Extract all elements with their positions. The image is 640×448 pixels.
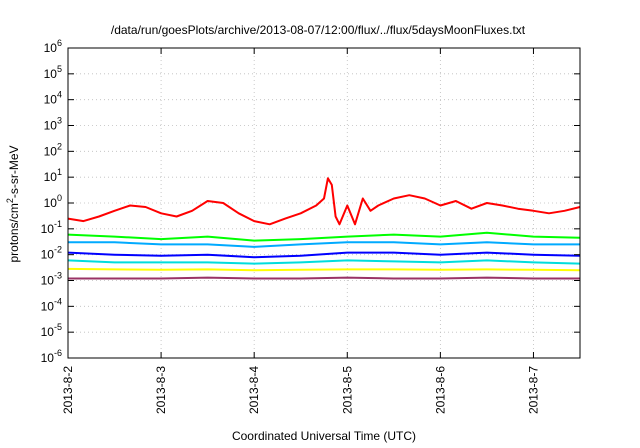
y-tick-label: 100 [44, 193, 62, 210]
y-tick-base: 10 [44, 144, 58, 158]
y-tick-label: 10-3 [41, 271, 62, 288]
y-tick-label: 10-5 [41, 322, 62, 339]
y-tick-label: 102 [44, 141, 62, 158]
y-tick-label: 10-6 [41, 348, 62, 365]
y-tick-exp: -3 [54, 271, 62, 281]
x-tick-label: 2013-8-5 [340, 366, 354, 414]
y-tick-base: 10 [44, 196, 58, 210]
series-line [68, 241, 580, 248]
y-tick-label: 105 [44, 64, 62, 81]
y-tick-base: 10 [44, 170, 58, 184]
series-group [67, 177, 581, 280]
series-line [67, 231, 581, 242]
y-tick-base: 10 [44, 93, 58, 107]
y-tick-base: 10 [41, 299, 55, 313]
y-tick-base: 10 [44, 67, 58, 81]
y-tick-label: 101 [44, 167, 62, 184]
y-tick-label: 103 [44, 116, 62, 133]
y-tick-exp: -1 [54, 219, 62, 229]
y-axis-label: protons/cm2-s-sr-MeV [5, 145, 21, 262]
y-tick-exp: -6 [54, 348, 62, 358]
y-tick-label: 10-1 [41, 219, 62, 236]
y-tick-exp: 4 [57, 90, 62, 100]
x-tick-label: 2013-8-2 [61, 366, 75, 414]
y-tick-base: 10 [41, 325, 55, 339]
x-tick-label: 2013-8-4 [247, 366, 261, 414]
y-tick-exp: 3 [57, 116, 62, 126]
y-tick-base: 10 [41, 248, 55, 262]
y-tick-label: 106 [44, 38, 62, 55]
y-tick-exp: 1 [57, 167, 62, 177]
y-tick-exp: 5 [57, 64, 62, 74]
y-tick-exp: 0 [57, 193, 62, 203]
y-tick-base: 10 [41, 222, 55, 236]
x-axis-label: Coordinated Universal Time (UTC) [232, 429, 416, 443]
x-tick-label: 2013-8-6 [433, 366, 447, 414]
x-tick-labels: 2013-8-2 2013-8-3 2013-8-4 2013-8-5 2013-8-6… [61, 366, 540, 414]
axes [67, 47, 581, 359]
y-tick-base: 10 [41, 351, 55, 365]
series-line [67, 259, 581, 265]
y-tick-base: 10 [44, 119, 58, 133]
y-tick-exp: 6 [57, 38, 62, 48]
plot-frame [67, 47, 581, 359]
y-axis-label-sup: 2 [5, 198, 15, 203]
series-line [68, 276, 580, 280]
y-tick-exp: -4 [54, 296, 62, 306]
chart-title: /data/run/goesPlots/archive/2013-08-07/1… [111, 23, 526, 37]
y-tick-base: 10 [41, 274, 55, 288]
series-line [67, 177, 581, 226]
y-tick-base: 10 [44, 41, 58, 55]
series-line [67, 267, 581, 272]
y-tick-label: 10-4 [41, 296, 62, 313]
y-tick-exp: -5 [54, 322, 62, 332]
y-tick-exp: 2 [57, 141, 62, 151]
y-axis-label-base: protons/cm [7, 203, 21, 262]
y-axis-label-rest: -s-sr-MeV [7, 145, 21, 198]
y-tick-label: 104 [44, 90, 62, 107]
series-line [67, 251, 581, 259]
y-tick-labels: 10-610-510-410-310-210-11001011021031041… [41, 38, 62, 365]
y-tick-exp: -2 [54, 245, 62, 255]
x-tick-label: 2013-8-7 [526, 366, 540, 414]
y-tick-label: 10-2 [41, 245, 62, 262]
x-tick-label: 2013-8-3 [154, 366, 168, 414]
